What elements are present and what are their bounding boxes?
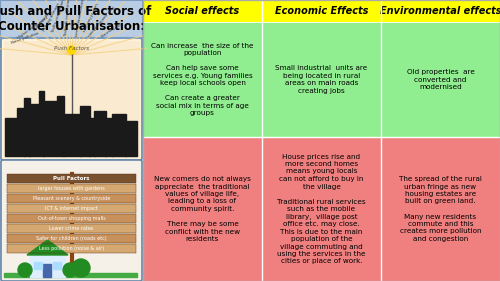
Text: Small industrial  units are
being located in rural
areas on main roads
creating : Small industrial units are being located… xyxy=(276,65,368,94)
Bar xyxy=(30,255,65,277)
Bar xyxy=(57,96,64,156)
Bar xyxy=(381,137,500,281)
Bar xyxy=(7,214,136,223)
Bar xyxy=(4,41,139,157)
Bar xyxy=(89,118,95,156)
Bar xyxy=(7,224,136,233)
Bar xyxy=(43,264,51,277)
Text: Social effects: Social effects xyxy=(166,6,240,16)
Bar xyxy=(143,22,262,137)
Bar xyxy=(7,204,136,213)
Bar xyxy=(7,224,136,233)
Text: Environmental issues: Environmental issues xyxy=(73,0,84,37)
Circle shape xyxy=(68,46,76,54)
Bar xyxy=(63,114,81,156)
Bar xyxy=(0,0,143,281)
Text: Parking damage: Parking damage xyxy=(42,2,60,32)
Bar xyxy=(5,118,17,156)
Bar xyxy=(262,0,381,22)
Bar xyxy=(17,108,25,156)
Text: New comers do not always
appreciate  the traditional
values of village life,
lea: New comers do not always appreciate the … xyxy=(154,176,251,242)
Bar xyxy=(7,184,136,193)
Text: Less pollution (noise & air): Less pollution (noise & air) xyxy=(39,246,104,251)
Bar xyxy=(143,137,262,281)
Bar xyxy=(39,91,44,156)
Text: Can increase  the size of the
population

Can help save some
services e.g. Young: Can increase the size of the population … xyxy=(151,43,254,116)
Text: Economic Effects: Economic Effects xyxy=(275,6,368,16)
Bar xyxy=(7,174,136,183)
Circle shape xyxy=(63,263,77,277)
Bar xyxy=(4,273,137,277)
FancyBboxPatch shape xyxy=(1,38,142,160)
Text: Traffic congestion: Traffic congestion xyxy=(52,0,66,33)
Bar xyxy=(105,118,113,156)
Bar xyxy=(7,244,136,253)
Text: Higher crime rates: Higher crime rates xyxy=(17,16,49,40)
Circle shape xyxy=(72,259,90,277)
Text: Environmental effects: Environmental effects xyxy=(380,6,500,16)
Bar xyxy=(7,194,136,203)
Bar xyxy=(262,22,381,137)
Circle shape xyxy=(18,263,32,277)
Bar xyxy=(7,204,136,213)
Bar xyxy=(43,101,57,156)
Bar xyxy=(29,104,39,156)
Bar xyxy=(381,0,500,22)
Bar xyxy=(80,106,90,156)
Text: Noise pollution: Noise pollution xyxy=(10,31,40,45)
Text: Old housing: Old housing xyxy=(100,20,121,36)
Bar xyxy=(0,0,143,38)
Text: Out-of-town shopping malls: Out-of-town shopping malls xyxy=(38,216,106,221)
Bar xyxy=(0,0,143,38)
FancyBboxPatch shape xyxy=(1,160,142,281)
Bar xyxy=(7,234,136,243)
Bar xyxy=(7,174,136,183)
Text: Lack of facilities: Lack of facilities xyxy=(81,2,98,32)
Text: Safer for children (roads etc): Safer for children (roads etc) xyxy=(36,236,107,241)
Bar xyxy=(7,214,136,223)
Bar xyxy=(125,121,137,156)
Text: The spread of the rural
urban fringe as new
housing estates are
built on green l: The spread of the rural urban fringe as … xyxy=(399,176,482,242)
Bar xyxy=(381,22,500,137)
Text: Lower crime rates: Lower crime rates xyxy=(50,226,94,231)
Bar xyxy=(7,194,136,203)
Bar xyxy=(7,184,136,193)
Bar xyxy=(53,262,61,269)
Bar xyxy=(7,244,136,253)
Text: Push and Pull Factors of
Counter Urbanisation:: Push and Pull Factors of Counter Urbanis… xyxy=(0,5,152,33)
Bar xyxy=(24,98,30,156)
Bar xyxy=(112,114,126,156)
Text: Overcrowding: Overcrowding xyxy=(32,9,53,33)
Text: Pull Factors: Pull Factors xyxy=(53,176,90,181)
Text: House prices rise and
more second homes
means young locals
can not afford to buy: House prices rise and more second homes … xyxy=(277,153,366,264)
Text: Old properties  are
converted and
modernised: Old properties are converted and moderni… xyxy=(406,69,474,90)
Text: Poor quality schools: Poor quality schools xyxy=(86,4,115,37)
Bar xyxy=(7,234,136,243)
Bar xyxy=(262,137,381,281)
Text: Traffic & congestion: Traffic & congestion xyxy=(64,0,72,36)
Text: Pleasant scenery & countryside: Pleasant scenery & countryside xyxy=(33,196,110,201)
Text: ICT & internet impact: ICT & internet impact xyxy=(45,206,98,211)
Bar xyxy=(143,0,262,22)
Text: Push Factors: Push Factors xyxy=(54,46,89,51)
Bar xyxy=(143,0,500,281)
Text: larger houses with gardens: larger houses with gardens xyxy=(38,186,105,191)
Bar xyxy=(94,111,106,156)
Polygon shape xyxy=(27,240,68,255)
Bar xyxy=(34,262,42,269)
